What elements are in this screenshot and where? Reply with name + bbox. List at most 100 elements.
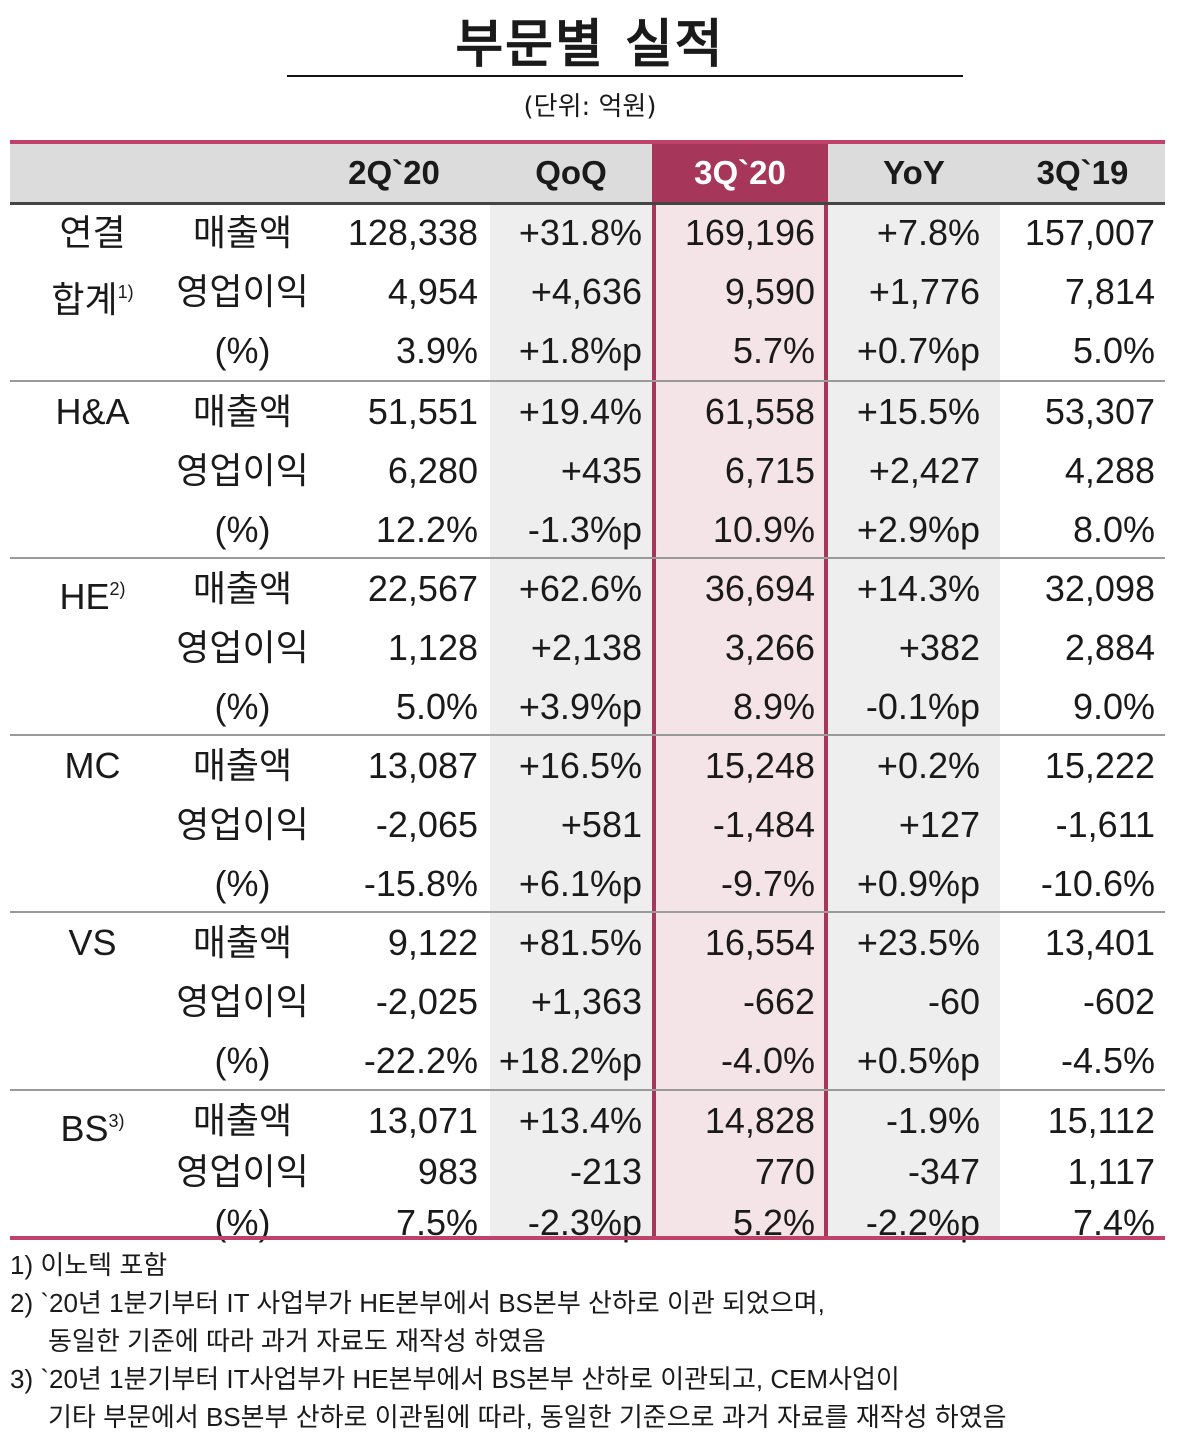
footnote-marker: 2) bbox=[109, 579, 126, 599]
footnote-2: 2) `20년 1분기부터 IT 사업부가 HE본부에서 BS본부 산하로 이관… bbox=[10, 1288, 825, 1318]
page-title: 부문별 실적 bbox=[455, 15, 725, 75]
value-2q20: 13,071 bbox=[367, 1100, 478, 1141]
value-3q19: 32,098 bbox=[1044, 568, 1155, 609]
table-row: 영업이익 1,128 +2,138 3,266 +382 2,884 bbox=[10, 619, 1165, 677]
table-row: (%) -15.8% +6.1%p -9.7% +0.9%p -10.6% bbox=[10, 855, 1165, 913]
value-yoy: +2,427 bbox=[868, 450, 980, 491]
segment-name: HE2) bbox=[10, 560, 175, 618]
table-row: VS 매출액 9,122 +81.5% 16,554 +23.5% 13,401 bbox=[10, 914, 1165, 972]
metric-label: 매출액 bbox=[192, 745, 293, 786]
table-row: MC 매출액 13,087 +16.5% 15,248 +0.2% 15,222 bbox=[10, 737, 1165, 795]
value-qoq: +3.9%p bbox=[518, 686, 642, 727]
value-3q20: 14,828 bbox=[704, 1100, 815, 1141]
metric-label: 영업이익 bbox=[176, 450, 309, 491]
yoy-column-band bbox=[828, 204, 1000, 1236]
value-3q19: 4,288 bbox=[1064, 450, 1155, 491]
table-row: BS3) 매출액 13,071 +13.4% 14,828 -1.9% 15,112 bbox=[10, 1092, 1165, 1150]
value-3q20: 169,196 bbox=[684, 212, 815, 253]
table-header bbox=[10, 144, 1165, 202]
qoq-column-band bbox=[490, 204, 662, 1236]
segment-results-table: 2Q`20 QoQ 3Q`20 YoY 3Q`19 연결 매출액 128,338 +3… bbox=[10, 140, 1165, 1243]
segment-name bbox=[10, 796, 175, 854]
segment-separator bbox=[10, 911, 1165, 913]
table-top-rule bbox=[10, 140, 1165, 144]
value-qoq: +2,138 bbox=[530, 627, 642, 668]
value-qoq: +6.1%p bbox=[518, 863, 642, 904]
footnote-marker: 1) bbox=[117, 282, 134, 302]
metric-label: 매출액 bbox=[192, 1100, 293, 1141]
value-qoq: +62.6% bbox=[518, 568, 642, 609]
value-3q20: 8.9% bbox=[732, 686, 815, 727]
value-qoq: -213 bbox=[569, 1151, 642, 1192]
segment-label: H&A bbox=[55, 391, 130, 432]
value-3q19: 9.0% bbox=[1072, 686, 1155, 727]
segment-name: MC bbox=[10, 737, 175, 795]
value-3q19: -602 bbox=[1082, 981, 1155, 1022]
table-row: 연결 매출액 128,338 +31.8% 169,196 +7.8% 157,007 bbox=[10, 204, 1165, 262]
value-3q20: 9,590 bbox=[724, 271, 815, 312]
value-2q20: -22.2% bbox=[363, 1040, 478, 1081]
value-yoy: +0.9%p bbox=[856, 863, 980, 904]
metric-label: (%) bbox=[214, 863, 271, 904]
table-row: 영업이익 983 -213 770 -347 1,117 bbox=[10, 1143, 1165, 1201]
value-3q19: -10.6% bbox=[1040, 863, 1155, 904]
metric-label: 매출액 bbox=[192, 391, 293, 432]
segment-name bbox=[10, 1194, 175, 1252]
value-2q20: 13,087 bbox=[367, 745, 478, 786]
value-yoy: -347 bbox=[907, 1151, 980, 1192]
value-2q20: 1,128 bbox=[387, 627, 478, 668]
table-row: (%) 5.0% +3.9%p 8.9% -0.1%p 9.0% bbox=[10, 678, 1165, 736]
value-3q20: 3,266 bbox=[724, 627, 815, 668]
metric-label: 영업이익 bbox=[176, 627, 309, 668]
col-header-qoq: QoQ bbox=[535, 154, 607, 191]
value-qoq: +435 bbox=[560, 450, 642, 491]
metric-label: 매출액 bbox=[192, 212, 293, 253]
value-yoy: -2.2%p bbox=[865, 1202, 980, 1243]
metric-label: 영업이익 bbox=[176, 271, 309, 312]
value-3q19: -4.5% bbox=[1060, 1040, 1155, 1081]
value-yoy: -60 bbox=[927, 981, 980, 1022]
value-3q20: 5.7% bbox=[732, 330, 815, 371]
value-qoq: +581 bbox=[560, 804, 642, 845]
segment-separator bbox=[10, 380, 1165, 382]
footnote-2-cont: 동일한 기준에 따라 과거 자료도 재작성 하였음 bbox=[48, 1326, 546, 1356]
value-3q19: 5.0% bbox=[1072, 330, 1155, 371]
value-qoq: +81.5% bbox=[518, 922, 642, 963]
value-qoq: +13.4% bbox=[518, 1100, 642, 1141]
value-yoy: +0.7%p bbox=[856, 330, 980, 371]
value-3q20: 15,248 bbox=[704, 745, 815, 786]
value-3q20: 36,694 bbox=[704, 568, 815, 609]
value-qoq: +18.2%p bbox=[498, 1040, 642, 1081]
table-row: (%) 12.2% -1.3%p 10.9% +2.9%p 8.0% bbox=[10, 501, 1165, 559]
table-row: 영업이익 -2,065 +581 -1,484 +127 -1,611 bbox=[10, 796, 1165, 854]
value-2q20: 983 bbox=[417, 1151, 478, 1192]
value-3q20: 10.9% bbox=[712, 509, 815, 550]
segment-separator bbox=[10, 734, 1165, 736]
value-3q20: 16,554 bbox=[704, 922, 815, 963]
segment-name: 합계1) bbox=[10, 263, 175, 321]
col-header-3q19: 3Q`19 bbox=[1036, 154, 1129, 191]
col-header-3q20: 3Q`20 bbox=[652, 144, 828, 202]
metric-label: (%) bbox=[214, 1202, 271, 1243]
table-row: HE2) 매출액 22,567 +62.6% 36,694 +14.3% 32,098 bbox=[10, 560, 1165, 618]
segment-label: BS bbox=[60, 1108, 109, 1149]
value-2q20: 4,954 bbox=[387, 271, 478, 312]
segment-name bbox=[10, 442, 175, 500]
metric-label: 매출액 bbox=[192, 568, 293, 609]
value-2q20: 128,338 bbox=[347, 212, 478, 253]
table-row: (%) 3.9% +1.8%p 5.7% +0.7%p 5.0% bbox=[10, 322, 1165, 380]
value-yoy: +0.2% bbox=[876, 745, 980, 786]
segment-name bbox=[10, 619, 175, 677]
metric-label: (%) bbox=[214, 686, 271, 727]
value-2q20: -2,025 bbox=[375, 981, 478, 1022]
segment-name bbox=[10, 855, 175, 913]
value-3q19: 15,112 bbox=[1047, 1100, 1155, 1141]
footnotes: 1) 이노텍 포함 2) `20년 1분기부터 IT 사업부가 HE본부에서 B… bbox=[10, 1246, 1170, 1436]
value-3q20: -4.0% bbox=[720, 1040, 815, 1081]
value-yoy: +1,776 bbox=[868, 271, 980, 312]
value-3q19: 15,222 bbox=[1044, 745, 1155, 786]
unit-label: (단위: 억원) bbox=[523, 92, 657, 122]
segment-label: VS bbox=[68, 922, 117, 963]
metric-label: 매출액 bbox=[192, 922, 293, 963]
value-yoy: +382 bbox=[898, 627, 980, 668]
